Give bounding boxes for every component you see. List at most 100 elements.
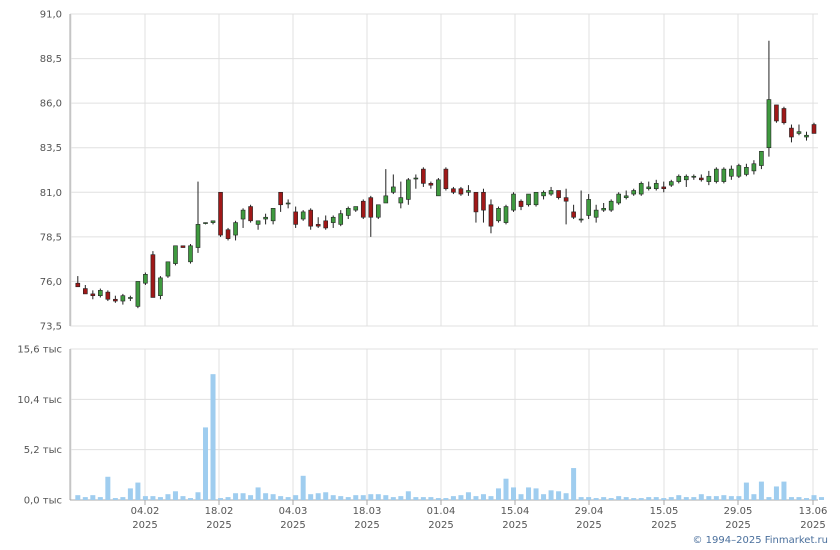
volume-bar xyxy=(698,494,704,500)
candle-body-up xyxy=(173,245,178,264)
volume-bar xyxy=(616,496,622,500)
candle-body-down xyxy=(278,191,283,206)
volume-bar xyxy=(97,497,103,500)
candle-body-up xyxy=(804,134,809,138)
candle-body-down xyxy=(789,127,794,138)
candle xyxy=(811,122,817,134)
candle xyxy=(323,215,329,230)
volume-bar xyxy=(819,497,825,500)
volume-bar xyxy=(631,498,637,500)
candle-body-up xyxy=(240,209,246,220)
price-y-tick-label: 83,5 xyxy=(40,143,62,154)
candle-body-down xyxy=(421,168,426,184)
candle xyxy=(338,210,344,227)
volume-bar xyxy=(240,493,246,500)
candle-body-up xyxy=(751,163,757,172)
date-tick-year-label: 2025 xyxy=(132,520,157,531)
candle xyxy=(135,281,141,309)
volume-bar xyxy=(120,497,126,500)
candle-body-down xyxy=(315,224,321,227)
volume-bar xyxy=(172,491,178,500)
candle-body-up xyxy=(533,191,539,206)
candle xyxy=(128,295,133,302)
candle xyxy=(744,163,749,177)
price-y-tick-label: 81,0 xyxy=(40,188,62,199)
candle-body-up xyxy=(128,297,133,299)
date-tick-label: 18.02 xyxy=(205,506,234,517)
volume-bar xyxy=(225,497,231,500)
candle-body-down xyxy=(323,220,329,229)
candle xyxy=(646,181,652,191)
volume-bar xyxy=(796,497,802,500)
candle xyxy=(563,188,569,225)
price-y-tick-label: 73,5 xyxy=(40,322,62,333)
candle xyxy=(638,181,644,196)
candle xyxy=(586,194,591,220)
candle-body-up xyxy=(353,206,359,211)
candle-body-up xyxy=(548,190,554,195)
candle xyxy=(774,104,779,123)
candle-body-up xyxy=(759,150,764,166)
volume-y-tick-label: 10,4 тыс xyxy=(17,395,62,406)
volume-bar xyxy=(233,493,239,500)
candle xyxy=(451,186,456,195)
volume-bar xyxy=(495,488,501,500)
candle-body-up xyxy=(744,167,749,175)
candle xyxy=(248,204,253,223)
candle xyxy=(676,174,682,184)
date-tick-year-label: 2025 xyxy=(206,520,231,531)
candle xyxy=(796,124,802,136)
volume-bar xyxy=(713,496,719,500)
volume-bar xyxy=(743,482,749,500)
volume-bar xyxy=(135,482,141,500)
candle xyxy=(593,204,599,223)
candle xyxy=(608,199,614,212)
volume-bar xyxy=(706,496,712,500)
volume-bar xyxy=(736,496,742,500)
candle xyxy=(368,195,374,237)
volume-bar xyxy=(503,478,509,500)
candle-body-down xyxy=(571,211,576,218)
candle-body-up xyxy=(691,175,697,178)
candle-body-up xyxy=(503,206,509,223)
volume-bar xyxy=(511,487,517,500)
candle-body-up xyxy=(195,224,201,248)
candle-body-up xyxy=(676,175,682,182)
candle-body-up xyxy=(98,290,103,296)
date-tick-year-label: 2025 xyxy=(354,520,379,531)
volume-bar xyxy=(203,427,209,500)
candle xyxy=(699,174,704,182)
candle-body-up xyxy=(736,165,742,177)
candle-body-up xyxy=(233,222,238,236)
candle xyxy=(601,202,606,212)
volume-bar xyxy=(541,494,547,500)
candle-body-up xyxy=(586,199,591,216)
candle xyxy=(466,185,471,196)
volume-bar xyxy=(270,494,276,500)
volume-bar xyxy=(285,497,291,500)
volume-bar xyxy=(563,493,569,500)
candle xyxy=(706,170,712,186)
volume-bar xyxy=(773,486,779,500)
volume-y-tick-label: 5,2 тыс xyxy=(24,445,62,456)
volume-bar xyxy=(443,498,449,500)
candle-body-up xyxy=(714,168,719,182)
candle xyxy=(804,131,809,141)
candle xyxy=(360,199,366,220)
candle xyxy=(413,174,419,189)
candle-body-down xyxy=(90,293,96,296)
candle-body-down xyxy=(225,229,231,239)
candle xyxy=(541,190,546,200)
candle xyxy=(158,276,163,300)
date-tick-year-label: 2025 xyxy=(800,520,825,531)
price-y-tick-label: 78,5 xyxy=(40,232,62,243)
candle-body-down xyxy=(661,186,667,190)
volume-bar xyxy=(758,481,764,500)
candle xyxy=(781,106,787,125)
date-tick-label: 01.04 xyxy=(427,506,456,517)
candle xyxy=(113,295,118,303)
candle xyxy=(218,191,223,237)
candle xyxy=(571,204,576,220)
candle xyxy=(120,293,126,305)
